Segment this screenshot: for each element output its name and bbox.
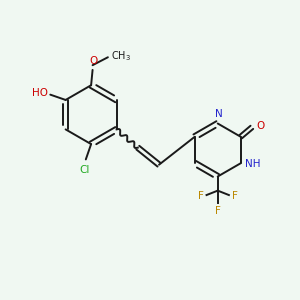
- Text: F: F: [232, 191, 238, 201]
- Text: CH$_3$: CH$_3$: [111, 50, 131, 63]
- Text: NH: NH: [245, 159, 260, 170]
- Text: F: F: [215, 206, 221, 216]
- Text: F: F: [198, 191, 204, 201]
- Text: N: N: [215, 110, 223, 119]
- Text: Cl: Cl: [79, 165, 89, 175]
- Text: HO: HO: [32, 88, 48, 98]
- Text: O: O: [256, 121, 264, 130]
- Text: O: O: [89, 56, 97, 66]
